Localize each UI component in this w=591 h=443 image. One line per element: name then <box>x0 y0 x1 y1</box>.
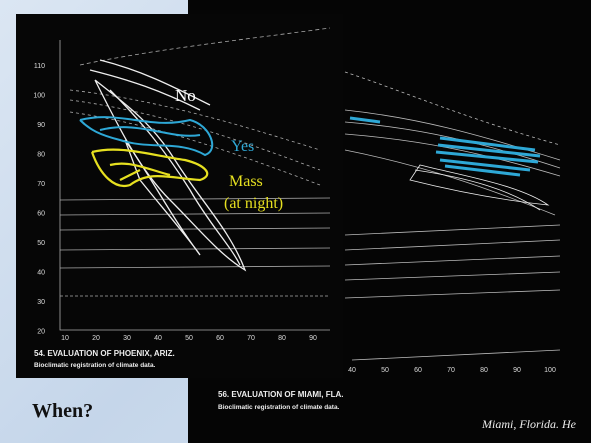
left-y-tick: 60 <box>37 211 45 218</box>
right-x-tick: 90 <box>513 367 521 374</box>
left-y-tick: 30 <box>37 299 45 306</box>
left-subcaption: Bioclimatic registration of climate data… <box>34 362 156 369</box>
right-x-tick: 70 <box>447 367 455 374</box>
left-figure <box>16 14 343 378</box>
left-y-tick: 70 <box>37 181 45 188</box>
right-x-tick: 100 <box>544 367 556 374</box>
left-x-tick: 30 <box>123 335 131 342</box>
left-y-tick: 40 <box>37 270 45 277</box>
left-x-tick: 90 <box>309 335 317 342</box>
left-y-tick: 90 <box>37 122 45 129</box>
slide: 10 20 30 40 50 60 70 80 90 110 100 90 80 70 60 50 40 30 20… <box>0 0 591 443</box>
right-caption: 56. EVALUATION OF MIAMI, FLA. <box>218 390 343 399</box>
left-caption: 54. EVALUATION OF PHOENIX, ARIZ. <box>34 349 175 358</box>
question: When? <box>32 400 93 422</box>
left-y-tick: 110 <box>34 63 45 70</box>
left-x-tick: 20 <box>92 335 100 342</box>
left-y-tick: 20 <box>37 329 45 336</box>
left-x-tick: 50 <box>185 335 193 342</box>
right-x-tick: 80 <box>480 367 488 374</box>
right-x-tick: 40 <box>348 367 356 374</box>
left-x-tick: 80 <box>278 335 286 342</box>
left-x-tick: 60 <box>216 335 224 342</box>
slide-graphics: 10 20 30 40 50 60 70 80 90 110 100 90 80 70 60 50 40 30 20… <box>0 0 591 443</box>
annotation-no: No <box>175 86 196 105</box>
annotation-yes: Yes <box>231 138 254 155</box>
right-footer: Miami, Florida. He <box>481 417 577 431</box>
annotation-mass-note: (at night) <box>224 195 283 212</box>
left-x-tick: 40 <box>154 335 162 342</box>
left-y-tick: 100 <box>33 93 45 100</box>
right-x-tick: 60 <box>414 367 422 374</box>
left-x-tick: 10 <box>61 335 69 342</box>
left-y-tick: 80 <box>37 152 45 159</box>
right-subcaption: Bioclimatic registration of climate data… <box>218 404 340 411</box>
annotation-mass: Mass <box>229 173 263 190</box>
right-x-tick: 50 <box>381 367 389 374</box>
left-y-tick: 50 <box>37 240 45 247</box>
left-x-tick: 70 <box>247 335 255 342</box>
